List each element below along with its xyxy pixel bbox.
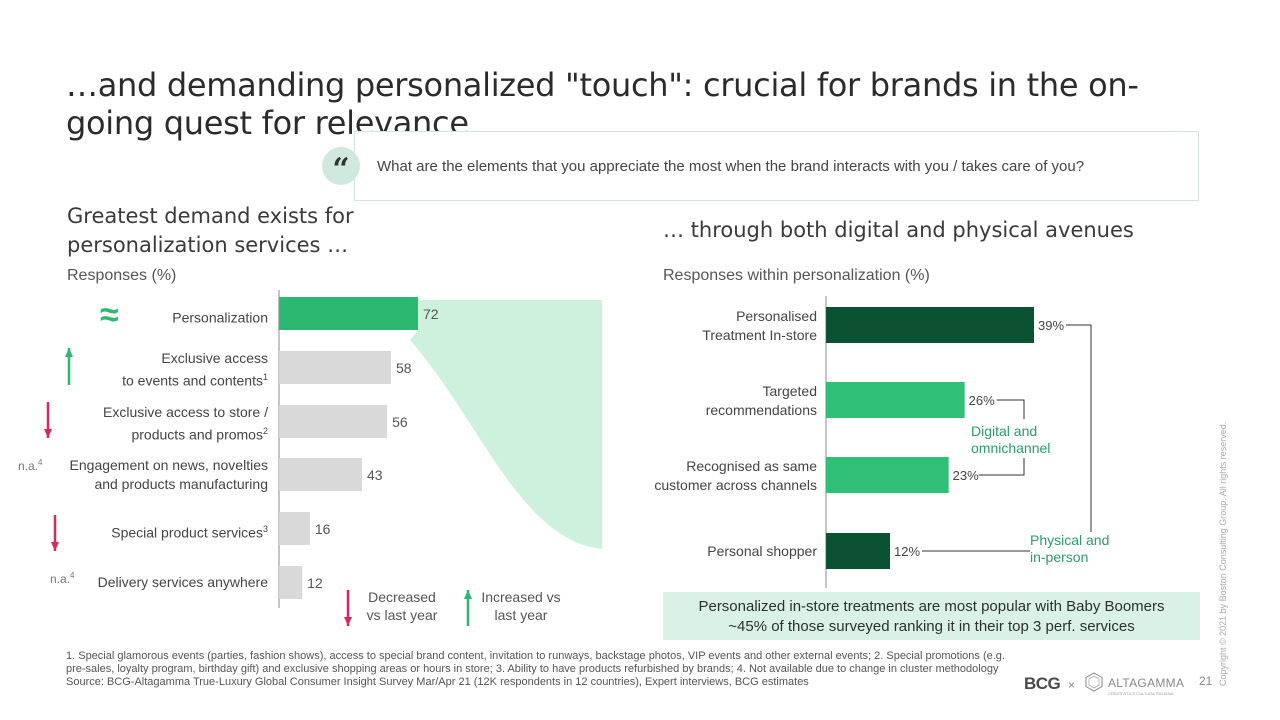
altagamma-name: ALTAGAMMA <box>1108 676 1185 690</box>
left-value-label: 16 <box>315 521 331 537</box>
left-heading-line2: personalization services … <box>67 233 349 257</box>
right-bar <box>826 307 1034 343</box>
right-category-label: Personalised Treatment In-store <box>702 308 817 343</box>
right-value-label: 39% <box>1038 318 1064 333</box>
left-category-label: Engagement on news, novelties and produc… <box>69 457 268 492</box>
copyright-notice: Copyright © 2021 by Boston Consulting Gr… <box>1218 421 1228 686</box>
left-value-label: 56 <box>392 414 408 430</box>
right-bar <box>826 533 890 569</box>
up-arrow-icon-head <box>65 348 73 357</box>
bcg-logo: BCG <box>1024 674 1061 693</box>
left-heading-line1: Greatest demand exists for <box>67 204 354 228</box>
digital-bracket <box>978 458 1025 476</box>
physical-bracket <box>1066 324 1092 532</box>
legend-down-arrow-icon-head <box>344 617 352 626</box>
left-bar <box>279 351 391 384</box>
survey-question: What are the elements that you appreciat… <box>377 158 1085 175</box>
left-value-label: 43 <box>367 467 383 483</box>
na-label: n.a.4 <box>18 458 43 473</box>
legend-up-arrow-icon-head <box>464 590 472 599</box>
left-category-label: Delivery services anywhere <box>97 574 268 590</box>
left-axis-label: Responses (%) <box>67 267 177 284</box>
right-category-label: Personal shopper <box>707 543 817 559</box>
right-bar <box>826 382 965 418</box>
legend-increased: Increased vs last year <box>481 589 561 623</box>
right-category-label: Targeted recommendations <box>705 383 817 418</box>
left-category-label: Special product services3 <box>111 524 268 541</box>
digital-annotation: Digital and omnichannel <box>971 423 1051 456</box>
left-bar <box>279 405 388 438</box>
physical-annotation: Physical and in-person <box>1030 532 1110 565</box>
right-value-label: 26% <box>969 393 995 408</box>
footnotes: 1. Special glamorous events (parties, fa… <box>66 650 1005 688</box>
left-bar <box>279 458 363 491</box>
digital-bracket <box>996 399 1025 419</box>
left-bar <box>279 297 418 330</box>
left-bar <box>279 566 303 599</box>
na-label: n.a.4 <box>50 571 75 586</box>
logo-separator: × <box>1068 678 1076 692</box>
right-heading: … through both digital and physical aven… <box>663 218 1134 242</box>
legend-decreased: Decreased vs last year <box>366 589 438 623</box>
altagamma-tagline: CREATIVITÀ E CULTURA ITALIANA <box>1108 691 1174 696</box>
right-bar <box>826 457 949 493</box>
left-category-label: Personalization <box>172 309 268 326</box>
right-value-label: 23% <box>953 468 979 483</box>
left-value-label: 12 <box>307 575 323 591</box>
no-change-icon: ≈ <box>100 296 119 334</box>
page-number: 21 <box>1199 674 1213 688</box>
quote-icon: “ <box>322 147 360 187</box>
left-value-label: 72 <box>423 306 439 322</box>
right-category-label: Recognised as same customer across chann… <box>654 458 817 493</box>
down-arrow-icon-head <box>51 542 59 551</box>
left-category-label: Exclusive access to events and contents1 <box>122 350 268 389</box>
question-box <box>354 131 1199 201</box>
left-value-label: 58 <box>396 360 412 376</box>
highlight-fan <box>410 300 602 549</box>
down-arrow-icon-head <box>44 429 52 438</box>
right-value-label: 12% <box>894 544 920 559</box>
left-heading: Greatest demand exists for personalizati… <box>67 202 354 260</box>
takeaway-box: Personalized in-store treatments are mos… <box>663 592 1200 640</box>
left-category-label: Exclusive access to store / products and… <box>103 404 268 443</box>
altagamma-logo-icon <box>1085 672 1103 692</box>
left-bar <box>279 512 310 545</box>
page-title: …and demanding personalized "touch": cru… <box>66 66 1139 142</box>
right-axis-label: Responses within personalization (%) <box>663 267 930 284</box>
